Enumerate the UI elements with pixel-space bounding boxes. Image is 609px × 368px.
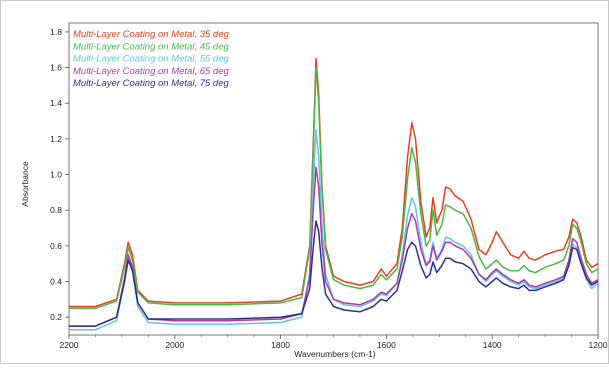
x-tick-label: 1200 (589, 340, 608, 350)
legend-entry-5: Multi-Layer Coating on Metal, 75 deg (73, 78, 229, 89)
y-tick-label: 0.8 (50, 205, 62, 215)
y-tick-label: 1.4 (50, 98, 62, 108)
series-line-1 (69, 59, 598, 307)
legend: Multi-Layer Coating on Metal, 35 degMult… (73, 29, 229, 89)
x-tick-label: 2200 (60, 340, 79, 350)
y-axis-title: Absorbance (20, 161, 30, 207)
series-layer (69, 59, 598, 330)
y-tick-label: 1.6 (50, 63, 62, 73)
y-tick-label: 1.2 (50, 134, 62, 144)
legend-entry-3: Multi-Layer Coating on Metal, 55 deg (73, 54, 229, 65)
y-tick-label: 0.2 (50, 312, 62, 322)
x-tick-label: 1800 (271, 340, 290, 350)
x-tick-label: 1400 (483, 340, 502, 350)
y-tick-label: 1.0 (50, 170, 62, 180)
legend-entry-4: Multi-Layer Coating on Metal, 65 deg (73, 66, 229, 77)
series-line-2 (69, 68, 598, 309)
legend-entry-2: Multi-Layer Coating on Metal, 45 deg (73, 41, 229, 52)
y-tick-label: 0.4 (50, 277, 62, 287)
x-axis-title: Wavenumbers (cm-1) (294, 349, 376, 359)
legend-entry-1: Multi-Layer Coating on Metal, 35 deg (73, 29, 229, 40)
x-tick-label: 2000 (165, 340, 184, 350)
x-tick-label: 1600 (377, 340, 396, 350)
y-tick-label: 0.6 (50, 241, 62, 251)
y-tick-label: 1.8 (50, 27, 62, 37)
